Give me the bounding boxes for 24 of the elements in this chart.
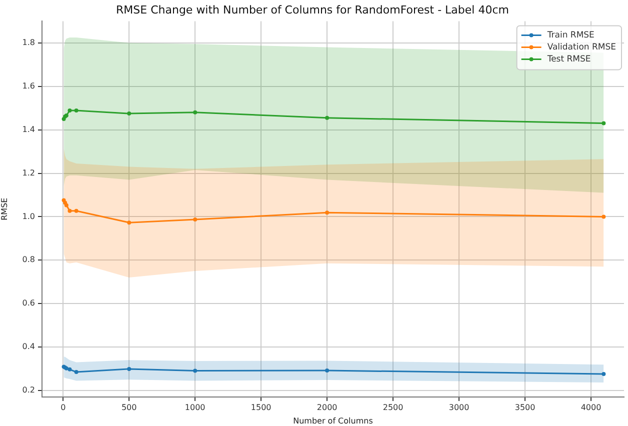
y-tick-label: 0.8 xyxy=(22,255,35,264)
y-tick-label: 1.6 xyxy=(22,81,35,90)
x-tick-label: 3000 xyxy=(448,402,470,412)
x-tick-label: 3500 xyxy=(514,402,536,412)
x-tick-label: 1000 xyxy=(184,402,206,412)
legend-label: Train RMSE xyxy=(546,30,594,40)
y-tick-label: 1.0 xyxy=(22,212,35,221)
legend-label: Validation RMSE xyxy=(547,42,616,52)
x-tick-label: 2000 xyxy=(316,402,338,412)
x-tick-label: 2500 xyxy=(382,402,404,412)
y-tick-label: 0.4 xyxy=(22,342,35,352)
y-tick-label: 0.2 xyxy=(22,386,35,395)
y-tick-label: 1.4 xyxy=(22,124,35,134)
legend-label: Test RMSE xyxy=(546,54,591,64)
y-tick-label: 0.6 xyxy=(22,298,35,308)
y-axis-title: RMSE xyxy=(0,198,9,220)
x-tick-label: 0 xyxy=(60,402,66,412)
x-tick-label: 4000 xyxy=(580,402,602,412)
y-tick-label: 1.8 xyxy=(22,38,35,47)
chart-title: RMSE Change with Number of Columns for RandomForest - Label 40cm xyxy=(116,3,509,16)
x-axis-title: Number of Columns xyxy=(293,416,373,426)
x-tick-label: 500 xyxy=(121,402,137,412)
y-tick-label: 1.2 xyxy=(22,168,35,178)
x-tick-label: 1500 xyxy=(250,402,272,412)
